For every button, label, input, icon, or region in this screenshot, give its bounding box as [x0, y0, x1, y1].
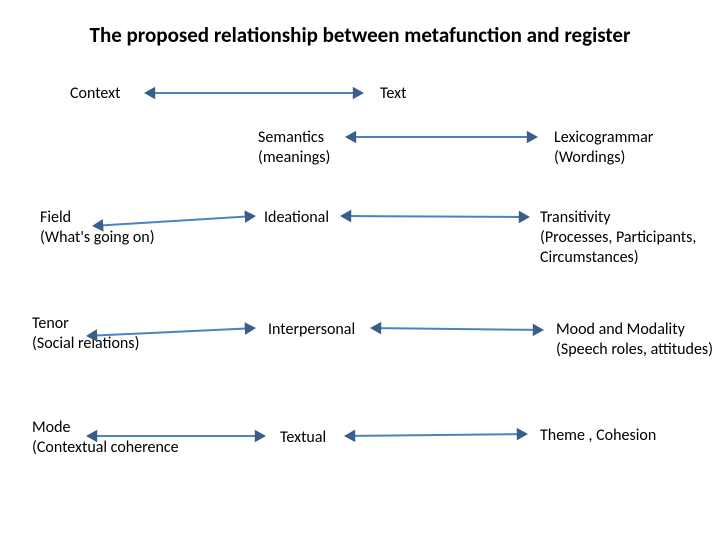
label-interpersonal: Interpersonal [268, 320, 355, 340]
label-mode: Mode (Contextual coherence [32, 418, 179, 458]
arrows-layer [0, 0, 720, 540]
label-mood: Mood and Modality (Speech roles, attitud… [556, 320, 713, 360]
label-lexicogrammar: Lexicogrammar (Wordings) [554, 128, 653, 168]
label-transitivity: Transitivity (Processes, Participants, C… [540, 208, 696, 268]
label-field: Field (What's going on) [40, 208, 155, 248]
label-tenor: Tenor (Social relations) [32, 314, 139, 354]
label-ideational: Ideational [264, 208, 329, 228]
label-semantics: Semantics (meanings) [258, 128, 330, 168]
label-text: Text [380, 84, 406, 104]
label-textual: Textual [280, 428, 326, 448]
label-context: Context [70, 84, 120, 104]
label-theme: Theme , Cohesion [540, 426, 656, 446]
page-title: The proposed relationship between metafu… [0, 22, 720, 48]
